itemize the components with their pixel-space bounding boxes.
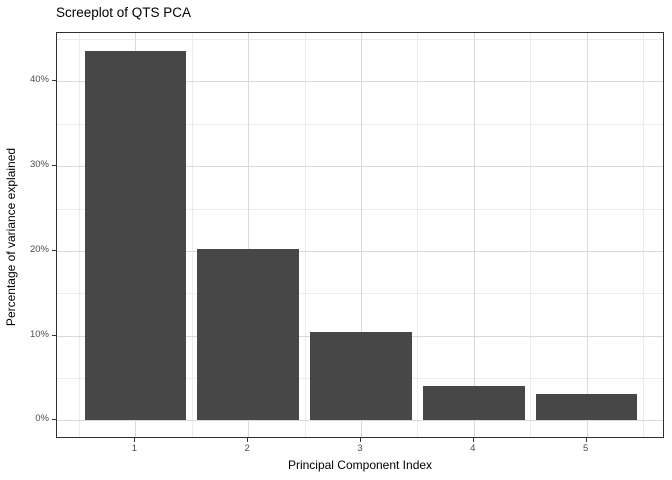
x-tick-label: 1 bbox=[131, 443, 138, 454]
x-tick-mark bbox=[247, 438, 249, 442]
bar-pc-3 bbox=[310, 332, 412, 421]
y-tick-label: 40% bbox=[29, 74, 49, 86]
x-major-gridline bbox=[361, 33, 362, 437]
x-tick-mark bbox=[472, 438, 474, 442]
bar-pc-1 bbox=[84, 50, 187, 421]
x-axis-title: Principal Component Index bbox=[287, 458, 433, 472]
x-major-gridline bbox=[248, 33, 250, 437]
y-tick-mark bbox=[52, 249, 56, 251]
bar-pc-4 bbox=[423, 386, 525, 421]
x-major-gridline bbox=[473, 33, 475, 437]
x-minor-gridline bbox=[643, 33, 644, 437]
y-minor-gridline bbox=[57, 293, 663, 295]
bar-pc-5 bbox=[535, 394, 638, 421]
y-minor-gridline bbox=[57, 38, 663, 40]
x-tick-mark bbox=[585, 438, 587, 442]
y-tick-label: 0% bbox=[35, 413, 49, 425]
x-major-gridline bbox=[586, 33, 588, 437]
x-tick-label: 5 bbox=[582, 443, 589, 454]
x-tick-mark bbox=[134, 438, 136, 442]
y-minor-gridline bbox=[57, 208, 663, 210]
x-tick-label: 3 bbox=[357, 443, 363, 454]
y-tick-mark bbox=[52, 80, 56, 82]
y-major-gridline bbox=[57, 420, 663, 422]
x-tick-label: 4 bbox=[470, 443, 476, 454]
y-tick-label: 30% bbox=[29, 159, 49, 171]
plot-panel bbox=[56, 32, 664, 438]
x-minor-gridline bbox=[304, 33, 306, 437]
y-tick-label: 10% bbox=[29, 328, 49, 340]
y-tick-mark bbox=[52, 165, 56, 167]
bar-pc-2 bbox=[197, 249, 299, 421]
y-tick-mark bbox=[52, 419, 56, 421]
y-minor-gridline bbox=[57, 123, 663, 125]
y-major-gridline bbox=[57, 81, 663, 83]
x-tick-mark bbox=[360, 438, 361, 442]
x-minor-gridline bbox=[79, 33, 80, 437]
y-axis-title: Percentage of variance explained bbox=[4, 147, 18, 327]
y-tick-label: 20% bbox=[29, 243, 49, 255]
x-tick-label: 2 bbox=[244, 443, 250, 454]
chart-title: Screeplot of QTS PCA bbox=[56, 5, 192, 20]
y-major-gridline bbox=[57, 250, 663, 252]
y-major-gridline bbox=[57, 166, 663, 168]
x-minor-gridline bbox=[530, 33, 532, 437]
x-minor-gridline bbox=[191, 33, 193, 437]
x-minor-gridline bbox=[417, 33, 419, 437]
y-tick-mark bbox=[52, 334, 56, 336]
